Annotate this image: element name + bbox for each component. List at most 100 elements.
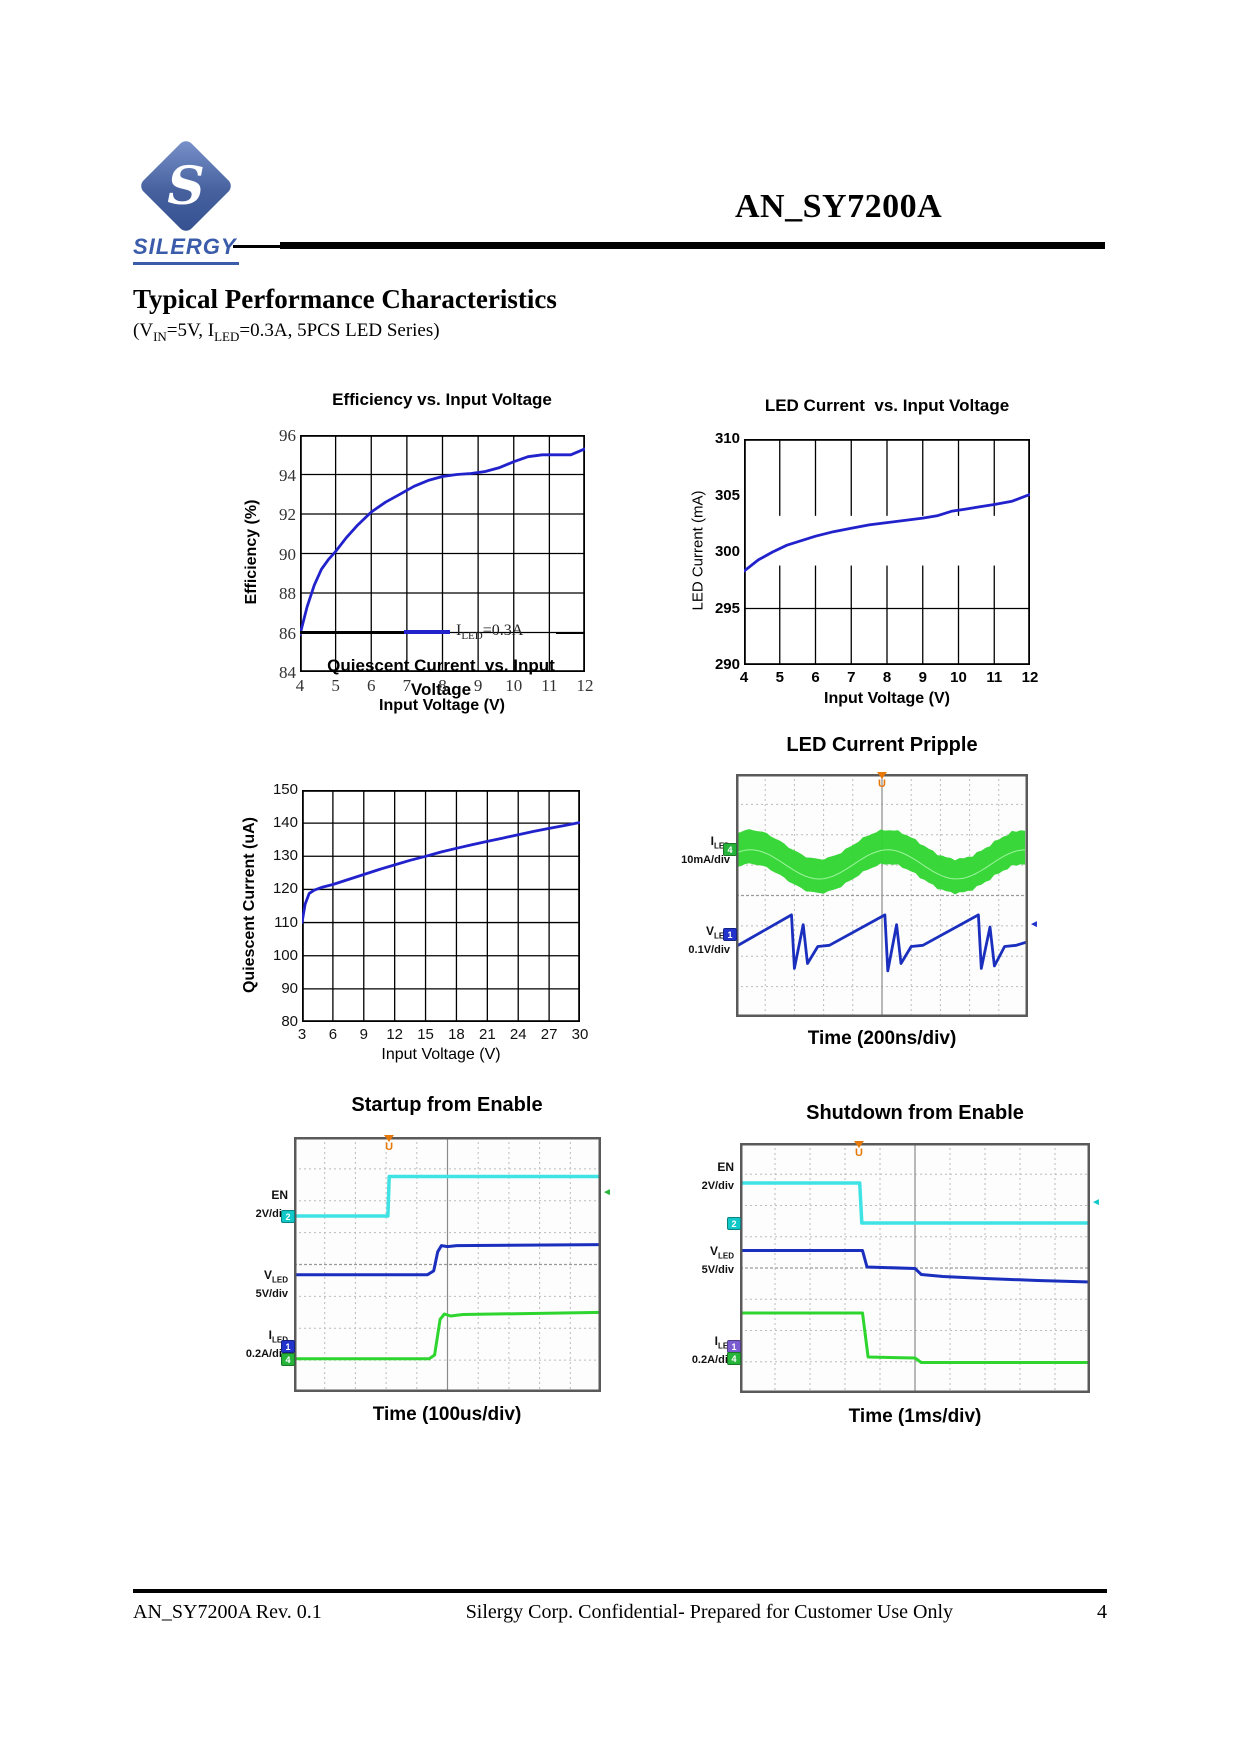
channel-label-en-startup: EN 2V/div xyxy=(255,1188,288,1221)
channel-marker-1: 1 xyxy=(723,928,737,942)
y-tick-label: 130 xyxy=(272,847,298,865)
chart-title-shutdown: Shutdown from Enable xyxy=(806,1102,1024,1124)
document-id: AN_SY7200A xyxy=(735,188,943,225)
x-tick-label: 8 xyxy=(882,669,892,686)
x-tick-label: 10 xyxy=(950,669,967,686)
time-label-ripple: Time (200ns/div) xyxy=(807,1028,957,1049)
plot-efficiency xyxy=(300,435,585,672)
y-tick-label: 94 xyxy=(279,465,296,485)
chart-title-led-current: LED Current vs. Input Voltage xyxy=(764,396,1010,415)
right-edge-marker-icon: ◄ xyxy=(1029,918,1039,930)
trigger-arrow-icon xyxy=(384,1135,395,1142)
plot-quiescent xyxy=(302,790,580,1022)
y-tick-label: 305 xyxy=(714,486,740,504)
xlabel-led-current: Input Voltage (V) xyxy=(824,690,950,707)
x-tick-label: 27 xyxy=(540,1026,558,1043)
x-tick-label: 30 xyxy=(571,1026,589,1043)
x-tick-label: 7 xyxy=(402,676,412,695)
trigger-marker: U xyxy=(384,1135,395,1153)
footer-doc-rev: AN_SY7200A Rev. 0.1 xyxy=(133,1601,322,1623)
channel-label-vled-shutdown: VLED 5V/div xyxy=(701,1244,734,1277)
trigger-marker: U xyxy=(877,772,887,790)
footer-page-number: 4 xyxy=(1096,1601,1107,1623)
xlabel-quiescent: Input Voltage (V) xyxy=(381,1046,501,1063)
trigger-marker: U xyxy=(854,1141,864,1159)
xlabel-efficiency: Input Voltage (V) xyxy=(379,697,505,714)
plot-led-current xyxy=(744,439,1030,665)
channel-marker-1: 1 xyxy=(281,1340,295,1354)
right-edge-marker-icon: ◄ xyxy=(602,1187,612,1199)
footer-confidential: Silergy Corp. Confidential- Prepared for… xyxy=(465,1601,954,1623)
x-tick-label: 8 xyxy=(438,676,447,695)
channel-label-iled-ripple: ILED 10mA/div xyxy=(681,834,730,867)
x-tick-label: 6 xyxy=(367,676,376,695)
x-tick-label: 15 xyxy=(417,1026,434,1043)
channel-marker-4: 4 xyxy=(281,1352,295,1366)
trigger-arrow-icon xyxy=(877,772,887,779)
x-tick-label: 24 xyxy=(509,1026,527,1043)
y-tick-label: 100 xyxy=(272,946,298,964)
x-tick-label: 9 xyxy=(473,676,483,695)
time-label-shutdown: Time (1ms/div) xyxy=(848,1406,982,1427)
y-tick-label: 86 xyxy=(279,623,296,643)
x-tick-label: 4 xyxy=(295,676,305,695)
channel-label-vled-startup: VLED 5V/div xyxy=(255,1268,288,1301)
logo-s-glyph: S xyxy=(167,155,205,217)
y-tick-label: 140 xyxy=(272,814,298,832)
chart-title-ripple: LED Current Pripple xyxy=(786,734,978,756)
y-tick-label: 120 xyxy=(272,880,298,898)
x-tick-label: 6 xyxy=(328,1026,338,1043)
brand-wordmark: SILERGY xyxy=(133,234,239,265)
y-tick-label: 110 xyxy=(274,913,298,931)
test-conditions: (VIN=5V, ILED=0.3A, 5PCS LED Series) xyxy=(133,320,440,344)
x-tick-label: 10 xyxy=(505,676,523,695)
y-tick-label: 310 xyxy=(714,430,740,447)
footer-rule xyxy=(133,1589,1107,1593)
y-tick-label: 90 xyxy=(281,979,298,997)
x-tick-label: 9 xyxy=(359,1026,368,1043)
chart-title-quiescent: Quiescent Current vs. Input xyxy=(327,656,555,675)
y-tick-label: 80 xyxy=(281,1013,298,1030)
y-tick-label: 150 xyxy=(272,781,298,798)
x-tick-label: 6 xyxy=(811,669,820,686)
legend-label: ILED=0.3A xyxy=(456,622,524,643)
trigger-letter: U xyxy=(385,1141,394,1153)
x-tick-label: 9 xyxy=(918,669,927,686)
y-tick-label: 92 xyxy=(279,505,296,524)
y-tick-label: 295 xyxy=(714,599,740,617)
chart-title-startup: Startup from Enable xyxy=(351,1094,543,1116)
scope-startup xyxy=(294,1137,601,1392)
y-tick-label: 96 xyxy=(279,426,296,445)
header-rule xyxy=(280,242,1105,249)
y-tick-label: 300 xyxy=(714,543,740,560)
channel-marker-2: 2 xyxy=(281,1210,295,1224)
x-tick-label: 18 xyxy=(448,1026,465,1043)
legend-line-black-right xyxy=(556,632,585,634)
trigger-letter: U xyxy=(855,1147,863,1159)
chart-title-quiescent-line2: Voltage xyxy=(410,680,472,699)
legend-line-sample xyxy=(404,630,450,634)
right-edge-marker-icon: ◄ xyxy=(1091,1197,1101,1208)
channel-label-iled-startup: ILED 0.2A/div xyxy=(245,1328,288,1361)
channel-label-en-shutdown: EN 2V/div xyxy=(701,1160,734,1193)
y-tick-label: 84 xyxy=(279,663,296,682)
x-tick-label: 5 xyxy=(775,669,784,686)
x-tick-label: 4 xyxy=(739,669,749,686)
channel-marker-4: 4 xyxy=(723,843,737,857)
x-tick-label: 11 xyxy=(541,676,558,695)
time-label-startup: Time (100us/div) xyxy=(372,1404,522,1425)
x-tick-label: 12 xyxy=(386,1026,403,1043)
channel-marker-1: 1 xyxy=(727,1339,741,1353)
channel-marker-4: 4 xyxy=(727,1352,741,1365)
scope-ripple xyxy=(736,774,1028,1017)
silergy-logo: S xyxy=(137,137,235,235)
chart-title-efficiency: Efficiency vs. Input Voltage xyxy=(332,390,552,409)
scope-shutdown xyxy=(740,1143,1090,1393)
x-tick-label: 12 xyxy=(576,676,594,695)
x-tick-label: 3 xyxy=(297,1026,307,1043)
legend-line-black-left xyxy=(300,631,404,634)
section-title: Typical Performance Characteristics xyxy=(133,284,557,314)
x-tick-label: 12 xyxy=(1021,669,1039,686)
trigger-letter: U xyxy=(878,778,886,790)
